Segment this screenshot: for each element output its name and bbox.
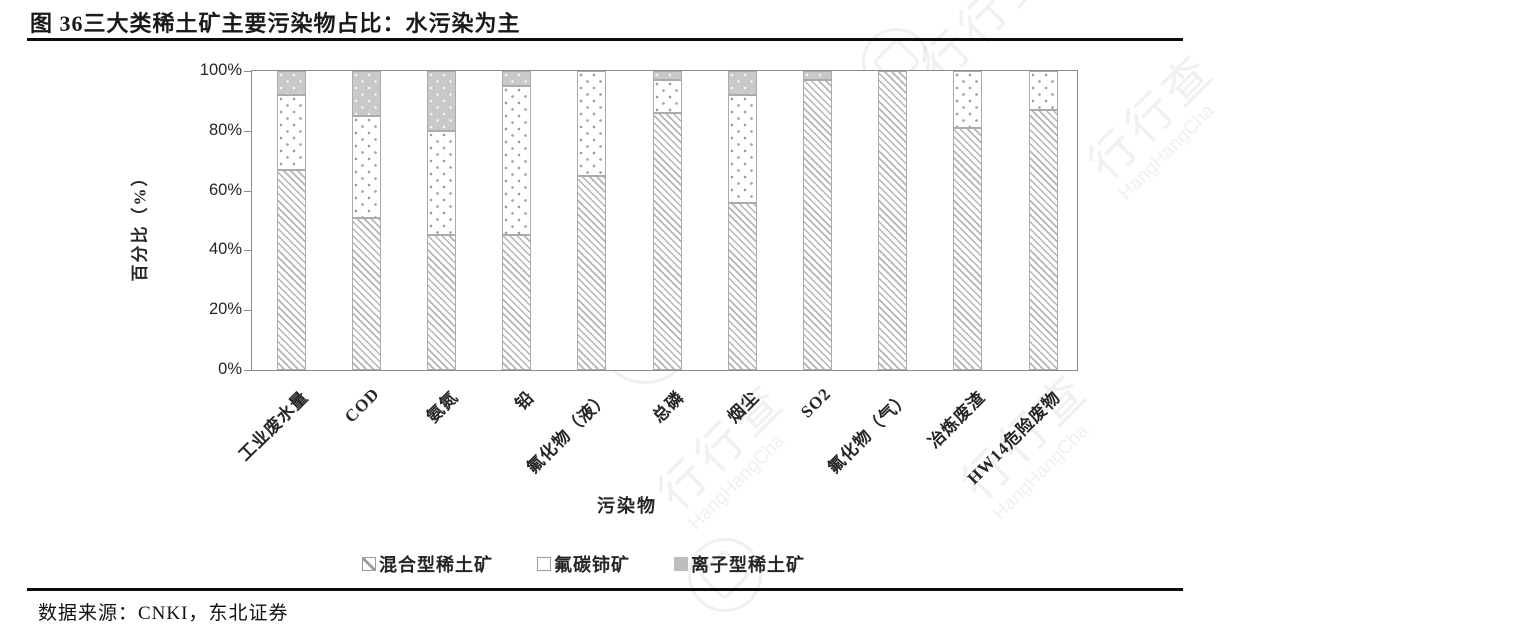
legend-item-离子型稀土矿: 离子型稀土矿 <box>674 551 805 577</box>
legend-label: 氟碳铈矿 <box>554 555 630 575</box>
bar-氟化物（液） <box>577 71 607 370</box>
y-tick-label: 0% <box>218 360 242 378</box>
bar-氟化物（气） <box>878 71 908 370</box>
bar-总磷 <box>652 71 682 370</box>
watermark-text: 行行查 HangHangCha <box>952 362 1100 525</box>
bar-segment-混合型稀土矿 <box>577 175 607 370</box>
bar-segment-氟碳铈矿 <box>1028 71 1058 110</box>
bar-HW14危险废物 <box>1028 71 1058 370</box>
x-tick-label: 工业废水量 <box>234 387 312 465</box>
y-tick-mark <box>244 370 251 371</box>
y-tick-label: 60% <box>208 180 242 199</box>
bar-COD <box>351 71 381 370</box>
bar-segment-混合型稀土矿 <box>351 217 381 370</box>
legend-item-氟碳铈矿: 氟碳铈矿 <box>537 551 630 577</box>
bar-segment-氟碳铈矿 <box>502 85 532 236</box>
bar-segment-混合型稀土矿 <box>802 79 832 370</box>
y-axis-title: 百分比（%） <box>130 167 150 282</box>
bar-segment-离子型稀土矿 <box>502 71 532 86</box>
bar-segment-氟碳铈矿 <box>727 94 757 203</box>
chart-legend: 混合型稀土矿 氟碳铈矿 离子型稀土矿 <box>362 551 805 577</box>
bar-segment-氟碳铈矿 <box>652 80 682 113</box>
x-tick-label: 烟尘 <box>724 387 764 427</box>
y-tick-mark <box>244 130 251 132</box>
bar-segment-离子型稀土矿 <box>802 71 832 80</box>
legend-marker-white-dots <box>537 557 551 571</box>
bar-segment-混合型稀土矿 <box>727 202 757 370</box>
x-tick-label: SO2 <box>797 384 835 422</box>
plot-area <box>251 70 1078 371</box>
bar-segment-氟碳铈矿 <box>276 94 306 170</box>
x-axis-title: 污染物 <box>597 496 657 516</box>
y-tick-label: 100% <box>199 61 242 79</box>
legend-item-混合型稀土矿: 混合型稀土矿 <box>362 551 493 577</box>
y-tick-mark <box>244 250 251 252</box>
title-divider <box>27 38 1183 41</box>
y-tick-mark <box>244 310 251 312</box>
x-tick-label: 冶炼废渣 <box>924 387 989 452</box>
x-tick-label: 氨氮 <box>423 387 463 427</box>
bar-氨氮 <box>426 71 456 370</box>
legend-label: 离子型稀土矿 <box>691 555 805 575</box>
y-tick-label: 80% <box>208 120 242 139</box>
bar-segment-混合型稀土矿 <box>878 71 908 370</box>
y-tick-mark <box>244 190 251 192</box>
figure-title: 图 36三大类稀土矿主要污染物占比：水污染为主 <box>30 11 521 36</box>
y-tick-label: 20% <box>208 300 242 319</box>
legend-marker-solid-gray <box>674 557 688 571</box>
bar-segment-离子型稀土矿 <box>727 71 757 95</box>
bar-segment-氟碳铈矿 <box>426 130 456 236</box>
bar-segment-离子型稀土矿 <box>652 71 682 80</box>
y-tick-label: 40% <box>208 240 242 259</box>
bar-烟尘 <box>727 71 757 370</box>
bar-segment-氟碳铈矿 <box>577 71 607 176</box>
bar-冶炼废渣 <box>953 71 983 370</box>
legend-marker-diagonal-hatch <box>362 557 376 571</box>
bar-segment-混合型稀土矿 <box>502 235 532 370</box>
bar-segment-离子型稀土矿 <box>351 71 381 116</box>
data-source-note: 数据来源：CNKI，东北证券 <box>38 603 289 624</box>
bar-segment-氟碳铈矿 <box>351 115 381 218</box>
watermark-text: 行行查 HangHangCha <box>1078 42 1226 205</box>
y-tick-mark <box>244 71 251 72</box>
bar-SO2 <box>802 71 832 370</box>
x-tick-label: 总磷 <box>649 387 688 427</box>
x-tick-label: COD <box>341 384 384 427</box>
legend-label: 混合型稀土矿 <box>379 555 493 575</box>
bar-segment-混合型稀土矿 <box>1028 109 1058 370</box>
bar-工业废水量 <box>276 71 306 370</box>
bar-segment-离子型稀土矿 <box>276 71 306 95</box>
x-tick-label: 铅 <box>511 387 538 414</box>
bar-segment-混合型稀土矿 <box>652 112 682 370</box>
bar-segment-混合型稀土矿 <box>276 169 306 370</box>
bar-segment-离子型稀土矿 <box>426 71 456 131</box>
bar-segment-氟碳铈矿 <box>953 71 983 128</box>
bar-segment-混合型稀土矿 <box>953 127 983 370</box>
bar-segment-混合型稀土矿 <box>426 235 456 370</box>
footer-divider <box>27 588 1183 591</box>
bar-铅 <box>502 71 532 370</box>
